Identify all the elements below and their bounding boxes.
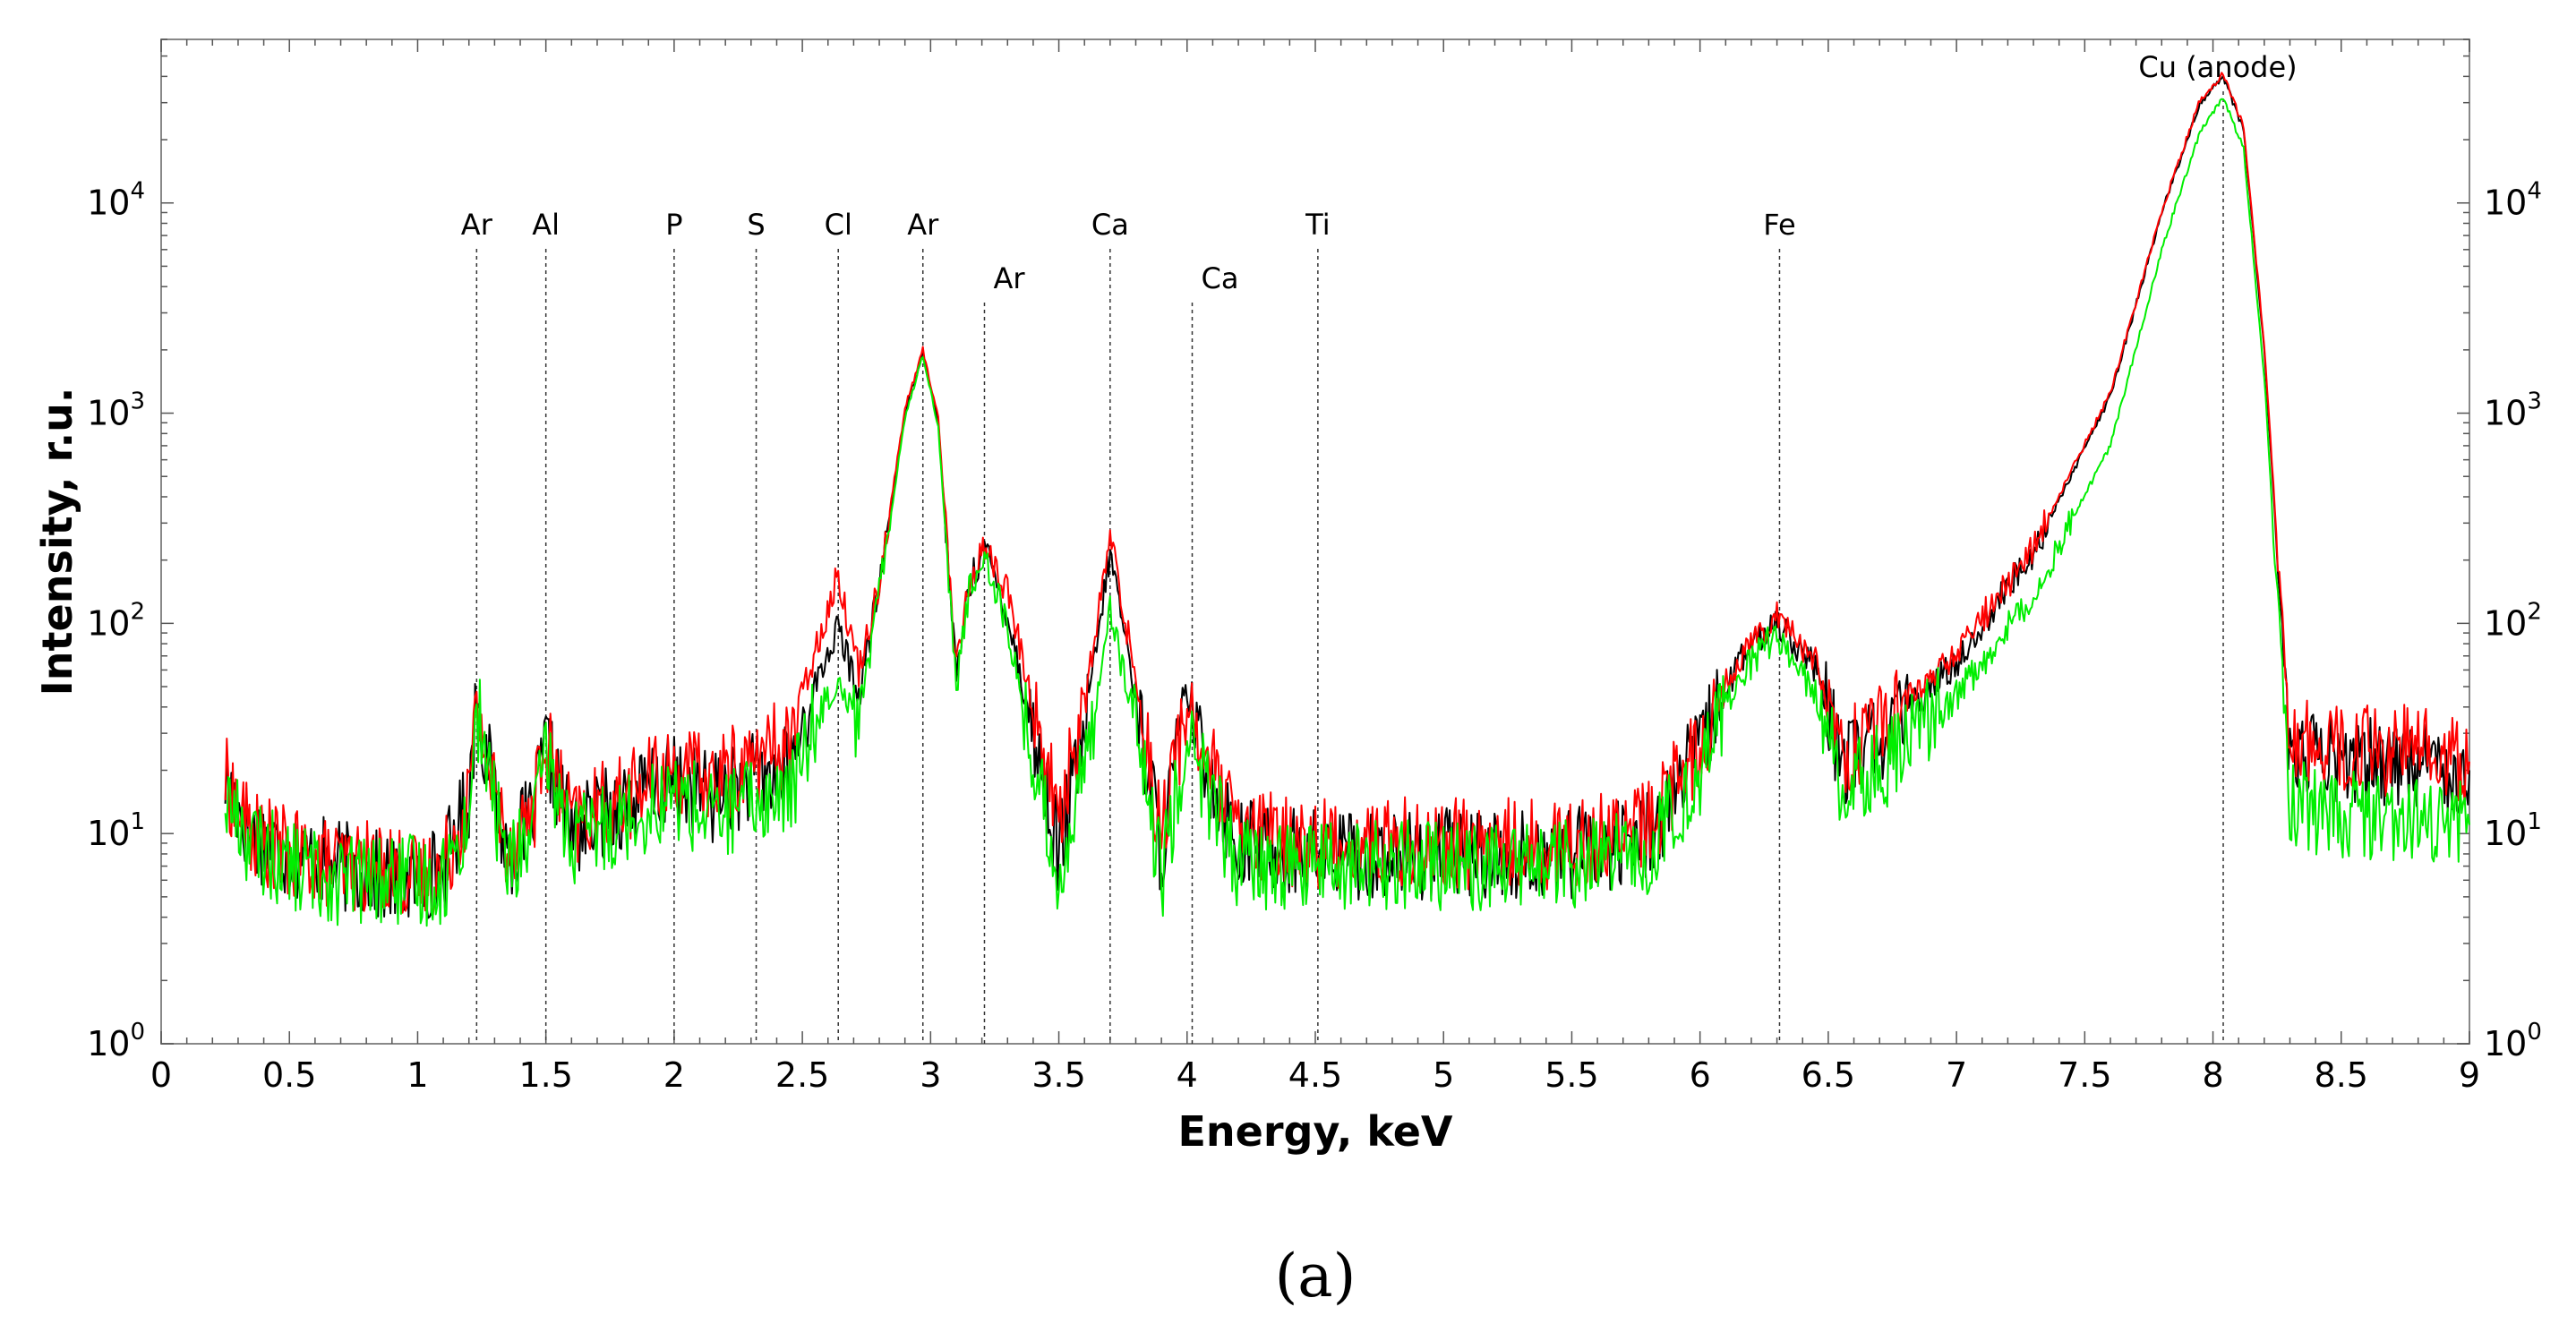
y-tick-label: 101	[87, 808, 145, 853]
x-tick-label: 3	[920, 1055, 941, 1095]
peak-annotations: Ar Al P S Cl Ar Ar Ca Ca Ti Fe Cu (anode)	[461, 50, 2298, 1044]
y-tick-label-right: 100	[2484, 1019, 2542, 1063]
x-tick-label: 6	[1690, 1055, 1711, 1095]
annotation-label: Ar	[461, 208, 493, 242]
series-group	[224, 72, 2470, 927]
x-axis-title: Energy, keV	[1177, 1107, 1452, 1156]
y-tick-label-right: 103	[2484, 388, 2542, 433]
annotation-label: S	[747, 208, 765, 242]
x-tick-label: 0.5	[262, 1055, 316, 1095]
x-tick-label: 8	[2202, 1055, 2223, 1095]
x-tick-label: 9	[2459, 1055, 2480, 1095]
y-axis-title: Intensity, r.u.	[33, 388, 81, 696]
x-tick-label: 1.5	[518, 1055, 572, 1095]
y-tick-label: 100	[87, 1019, 145, 1063]
annotation-label: Cl	[825, 208, 852, 242]
x-tick-label: 7.5	[2058, 1055, 2111, 1095]
x-axis-ticks: 0 0.5 1 1.5 2 2.5 3 3.5 4 4.5 5 5.5 6 6.5 7 7.5 8 8.5 9	[150, 1055, 2480, 1095]
x-tick-label: 7	[1946, 1055, 1967, 1095]
y-tick-label-right: 104	[2484, 178, 2542, 223]
annotation-label: P	[665, 208, 682, 242]
annotation-label: Fe	[1763, 208, 1795, 242]
figure-caption: (a)	[1275, 1242, 1356, 1311]
annotation-label: Ca	[1091, 208, 1129, 242]
annotation-label: Cu (anode)	[2138, 50, 2297, 84]
y-tick-label-right: 102	[2484, 598, 2542, 643]
x-tick-label: 1	[407, 1055, 428, 1095]
x-tick-label: 5.5	[1545, 1055, 1598, 1095]
x-tick-label: 2.5	[775, 1055, 829, 1095]
y-tick-label-right: 101	[2484, 808, 2542, 853]
annotation-label: Ar	[907, 208, 939, 242]
x-tick-label: 4	[1177, 1055, 1198, 1095]
x-tick-label: 0	[150, 1055, 172, 1095]
x-tick-label: 8.5	[2315, 1055, 2368, 1095]
x-tick-label: 5	[1433, 1055, 1454, 1095]
y-tick-label: 104	[87, 178, 145, 223]
y-axis-ticks: 100 100 101 101 102 102 103 103 104 104	[87, 178, 2542, 1063]
x-tick-label: 3.5	[1031, 1055, 1085, 1095]
x-tick-label: 4.5	[1288, 1055, 1342, 1095]
x-tick-label: 2	[663, 1055, 685, 1095]
y-tick-label: 102	[87, 598, 145, 643]
series-line-2	[224, 98, 2470, 927]
annotation-label: Ti	[1305, 208, 1330, 242]
annotation-label: Ar	[993, 261, 1025, 295]
y-tick-label: 103	[87, 388, 145, 433]
annotation-label: Al	[532, 208, 560, 242]
annotation-label: Ca	[1202, 261, 1239, 295]
minor-ticks	[160, 38, 2470, 1045]
x-tick-label: 6.5	[1801, 1055, 1855, 1095]
